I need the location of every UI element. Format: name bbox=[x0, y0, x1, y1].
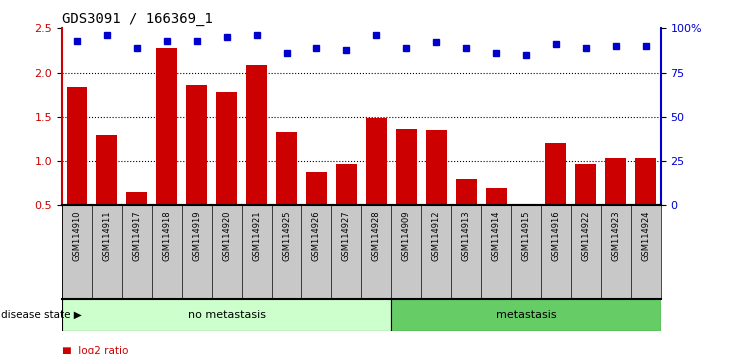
Text: GSM114928: GSM114928 bbox=[372, 210, 381, 261]
Text: GSM114924: GSM114924 bbox=[641, 210, 650, 261]
Bar bbox=[126, 192, 147, 205]
Text: metastasis: metastasis bbox=[496, 310, 556, 320]
Text: GSM114922: GSM114922 bbox=[581, 210, 591, 261]
Bar bbox=[391, 299, 661, 331]
Bar bbox=[396, 129, 417, 205]
Text: GSM114917: GSM114917 bbox=[132, 210, 142, 261]
Bar bbox=[336, 164, 357, 205]
Bar bbox=[186, 85, 207, 205]
Bar bbox=[515, 205, 537, 245]
Bar bbox=[456, 179, 477, 205]
Bar bbox=[96, 136, 118, 205]
Bar bbox=[426, 130, 447, 205]
Text: disease state ▶: disease state ▶ bbox=[1, 310, 82, 320]
Text: GSM114916: GSM114916 bbox=[551, 210, 561, 261]
Text: GDS3091 / 166369_1: GDS3091 / 166369_1 bbox=[62, 12, 213, 26]
Text: GSM114914: GSM114914 bbox=[491, 210, 501, 261]
Text: no metastasis: no metastasis bbox=[188, 310, 266, 320]
Bar bbox=[635, 159, 656, 205]
Bar bbox=[246, 65, 267, 205]
Bar bbox=[66, 87, 88, 205]
Bar bbox=[545, 143, 566, 205]
Text: GSM114920: GSM114920 bbox=[222, 210, 231, 261]
Bar bbox=[575, 164, 596, 205]
Bar bbox=[485, 188, 507, 205]
Text: GSM114910: GSM114910 bbox=[72, 210, 82, 261]
Text: GSM114919: GSM114919 bbox=[192, 210, 201, 261]
Bar bbox=[366, 118, 387, 205]
Text: GSM114909: GSM114909 bbox=[402, 210, 411, 261]
Text: GSM114911: GSM114911 bbox=[102, 210, 112, 261]
Text: GSM114918: GSM114918 bbox=[162, 210, 172, 261]
Text: GSM114913: GSM114913 bbox=[461, 210, 471, 261]
Bar bbox=[62, 299, 391, 331]
Text: GSM114923: GSM114923 bbox=[611, 210, 620, 261]
Text: GSM114921: GSM114921 bbox=[252, 210, 261, 261]
Text: GSM114925: GSM114925 bbox=[282, 210, 291, 261]
Bar bbox=[276, 132, 297, 205]
Bar bbox=[605, 159, 626, 205]
Text: ■  log2 ratio: ■ log2 ratio bbox=[62, 346, 128, 354]
Text: GSM114926: GSM114926 bbox=[312, 210, 321, 261]
Text: GSM114927: GSM114927 bbox=[342, 210, 351, 261]
Bar bbox=[306, 172, 327, 205]
Bar bbox=[216, 92, 237, 205]
Text: GSM114912: GSM114912 bbox=[431, 210, 441, 261]
Bar bbox=[156, 48, 177, 205]
Text: GSM114915: GSM114915 bbox=[521, 210, 531, 261]
